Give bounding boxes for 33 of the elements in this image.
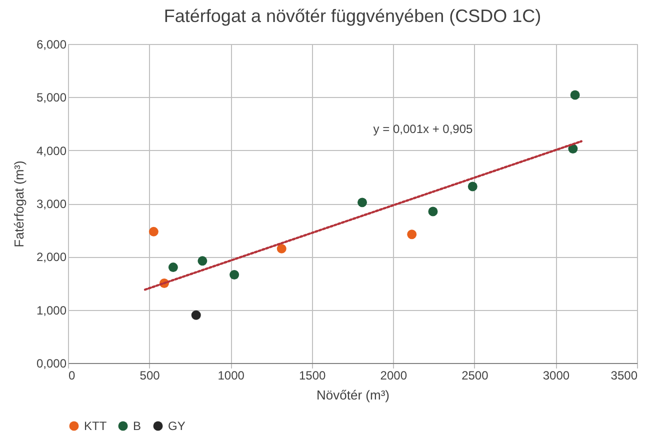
y-tick-label: 4,000 [36, 144, 67, 158]
x-tick-label: 3500 [610, 368, 638, 382]
point [148, 226, 158, 236]
x-tick-label: 1000 [218, 368, 245, 382]
point [168, 262, 178, 272]
point [276, 244, 286, 254]
point [191, 310, 201, 320]
x-tick-label: 3000 [542, 368, 570, 382]
point [407, 230, 417, 240]
point [468, 182, 478, 192]
x-tick-label: 0 [68, 368, 76, 382]
legend-label: B [133, 419, 142, 433]
legend-label: KTT [84, 419, 108, 433]
point [198, 256, 208, 266]
x-tick-label: 500 [140, 368, 160, 382]
point [570, 90, 580, 100]
chart-title: Fatérfogat a növőtér függvényében (CSDO 1C) [164, 6, 542, 26]
x-axis-title: Növőtér (m³) [316, 388, 390, 402]
legend-label: GY [168, 419, 186, 433]
y-tick-label: 0,000 [36, 356, 67, 370]
x-tick-label: 1500 [299, 368, 326, 382]
point [428, 206, 438, 216]
y-tick-label: 3,000 [36, 197, 67, 211]
point [230, 270, 240, 280]
y-tick-label: 2,000 [36, 250, 67, 264]
y-tick-label: 1,000 [36, 303, 67, 318]
y-axis-title: Fatérfogat (m³) [11, 160, 26, 248]
x-tick-label: 2500 [462, 368, 489, 382]
point [358, 198, 367, 208]
annotation: y = 0,001x + 0,905 [373, 122, 474, 136]
y-tick-label: 5,000 [36, 90, 67, 105]
x-tick-label: 2000 [380, 368, 408, 382]
y-tick-label: 6,000 [36, 38, 67, 52]
